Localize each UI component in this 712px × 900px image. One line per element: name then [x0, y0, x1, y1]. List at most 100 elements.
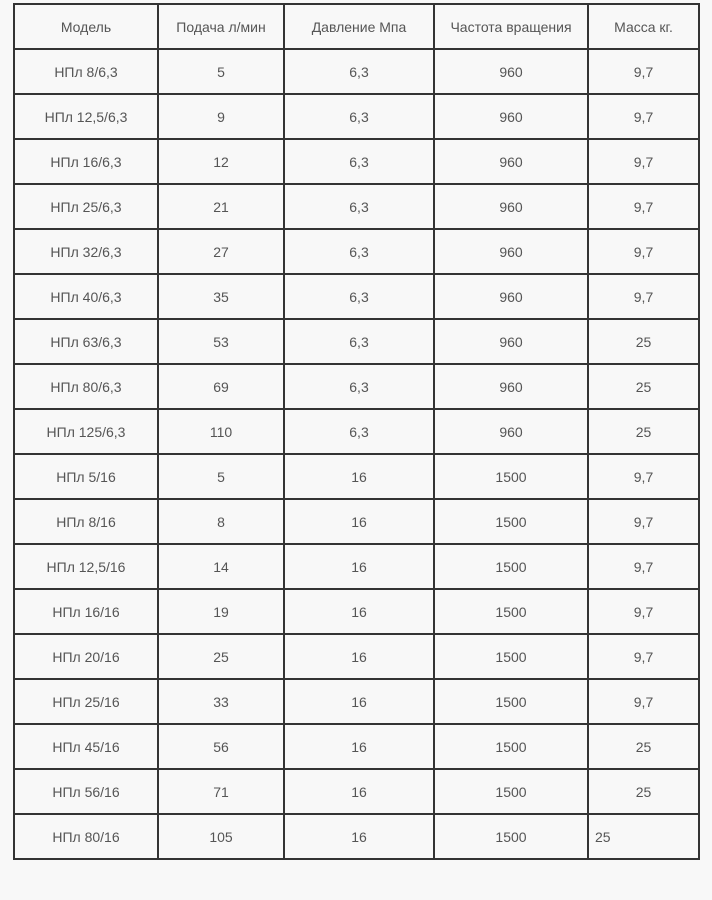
table-cell: 1500: [433, 813, 589, 860]
table-cell: 56: [157, 723, 285, 770]
table-cell: 9,7: [587, 453, 700, 500]
table-cell: 71: [157, 768, 285, 815]
table-cell: 9,7: [587, 633, 700, 680]
table-row: НПл 8/16 8 16 1500 9,7: [13, 498, 700, 545]
table-cell: 6,3: [283, 318, 435, 365]
column-header: Модель: [13, 3, 159, 50]
table-cell: НПл 8/6,3: [13, 48, 159, 95]
table-cell: 1500: [433, 588, 589, 635]
table-row: НПл 20/16 25 16 1500 9,7: [13, 633, 700, 680]
table-cell: НПл 45/16: [13, 723, 159, 770]
table-row: НПл 56/16 71 16 1500 25: [13, 768, 700, 815]
table-cell: 960: [433, 138, 589, 185]
table-cell: 16: [283, 453, 435, 500]
table-row: НПл 80/16 105 16 1500 25: [13, 813, 700, 860]
table-cell: 33: [157, 678, 285, 725]
table-cell: 6,3: [283, 228, 435, 275]
table-cell: 960: [433, 48, 589, 95]
table-cell: 25: [157, 633, 285, 680]
table-row: НПл 40/6,3 35 6,3 960 9,7: [13, 273, 700, 320]
table-cell: 16: [283, 768, 435, 815]
table-cell: 9,7: [587, 228, 700, 275]
table-cell: 25: [587, 813, 700, 860]
table-row: НПл 12,5/6,3 9 6,3 960 9,7: [13, 93, 700, 140]
header-row: Модель Подача л/мин Давление Мпа Частота вр…: [13, 3, 700, 50]
table-cell: НПл 25/16: [13, 678, 159, 725]
table-row: НПл 16/16 19 16 1500 9,7: [13, 588, 700, 635]
table-cell: 9: [157, 93, 285, 140]
table-cell: 25: [587, 318, 700, 365]
table-row: НПл 32/6,3 27 6,3 960 9,7: [13, 228, 700, 275]
table-cell: 16: [283, 633, 435, 680]
table-cell: 1500: [433, 543, 589, 590]
table-cell: 1500: [433, 768, 589, 815]
table-cell: 6,3: [283, 363, 435, 410]
table-cell: 35: [157, 273, 285, 320]
table-cell: НПл 12,5/6,3: [13, 93, 159, 140]
table-cell: 960: [433, 228, 589, 275]
table-cell: 960: [433, 183, 589, 230]
table-cell: 1500: [433, 633, 589, 680]
table-cell: 9,7: [587, 678, 700, 725]
table-cell: 1500: [433, 723, 589, 770]
table-cell: 5: [157, 48, 285, 95]
table-cell: 9,7: [587, 138, 700, 185]
column-header: Частота вращения: [433, 3, 589, 50]
table-cell: 16: [283, 678, 435, 725]
table-cell: НПл 16/6,3: [13, 138, 159, 185]
table-cell: 25: [587, 768, 700, 815]
table-row: НПл 125/6,3 110 6,3 960 25: [13, 408, 700, 455]
table-cell: 9,7: [587, 498, 700, 545]
table-row: НПл 25/6,3 21 6,3 960 9,7: [13, 183, 700, 230]
table-cell: 69: [157, 363, 285, 410]
table-row: НПл 63/6,3 53 6,3 960 25: [13, 318, 700, 365]
table-cell: 25: [587, 723, 700, 770]
table-row: НПл 25/16 33 16 1500 9,7: [13, 678, 700, 725]
table-cell: 12: [157, 138, 285, 185]
table-cell: 25: [587, 408, 700, 455]
table-row: НПл 8/6,3 5 6,3 960 9,7: [13, 48, 700, 95]
table-cell: НПл 20/16: [13, 633, 159, 680]
table-cell: 6,3: [283, 408, 435, 455]
table-cell: 16: [283, 723, 435, 770]
table-cell: НПл 25/6,3: [13, 183, 159, 230]
table-cell: 53: [157, 318, 285, 365]
table-cell: 960: [433, 318, 589, 365]
table-cell: 14: [157, 543, 285, 590]
pump-specs-table: Модель Подача л/мин Давление Мпа Частота вр…: [13, 3, 700, 860]
table-cell: 960: [433, 273, 589, 320]
table-row: НПл 5/16 5 16 1500 9,7: [13, 453, 700, 500]
table-cell: 21: [157, 183, 285, 230]
table-cell: 6,3: [283, 273, 435, 320]
table-cell: 9,7: [587, 93, 700, 140]
table-row: НПл 80/6,3 69 6,3 960 25: [13, 363, 700, 410]
table-cell: НПл 80/6,3: [13, 363, 159, 410]
table-cell: НПл 40/6,3: [13, 273, 159, 320]
table-cell: НПл 32/6,3: [13, 228, 159, 275]
table-cell: 16: [283, 543, 435, 590]
table-row: НПл 45/16 56 16 1500 25: [13, 723, 700, 770]
table-row: НПл 12,5/16 14 16 1500 9,7: [13, 543, 700, 590]
table-cell: 6,3: [283, 138, 435, 185]
column-header: Подача л/мин: [157, 3, 285, 50]
table-cell: 9,7: [587, 48, 700, 95]
column-header: Масса кг.: [587, 3, 700, 50]
table-cell: НПл 125/6,3: [13, 408, 159, 455]
table-cell: 8: [157, 498, 285, 545]
table-cell: 1500: [433, 678, 589, 725]
table-cell: НПл 80/16: [13, 813, 159, 860]
table-cell: 1500: [433, 498, 589, 545]
table-cell: 19: [157, 588, 285, 635]
column-header: Давление Мпа: [283, 3, 435, 50]
table-cell: 27: [157, 228, 285, 275]
table-cell: 1500: [433, 453, 589, 500]
table-cell: 9,7: [587, 543, 700, 590]
table-cell: 9,7: [587, 588, 700, 635]
table-cell: 960: [433, 363, 589, 410]
table-cell: НПл 8/16: [13, 498, 159, 545]
table-cell: 960: [433, 93, 589, 140]
table-cell: НПл 5/16: [13, 453, 159, 500]
table-cell: 5: [157, 453, 285, 500]
table-cell: 9,7: [587, 273, 700, 320]
table-cell: НПл 12,5/16: [13, 543, 159, 590]
